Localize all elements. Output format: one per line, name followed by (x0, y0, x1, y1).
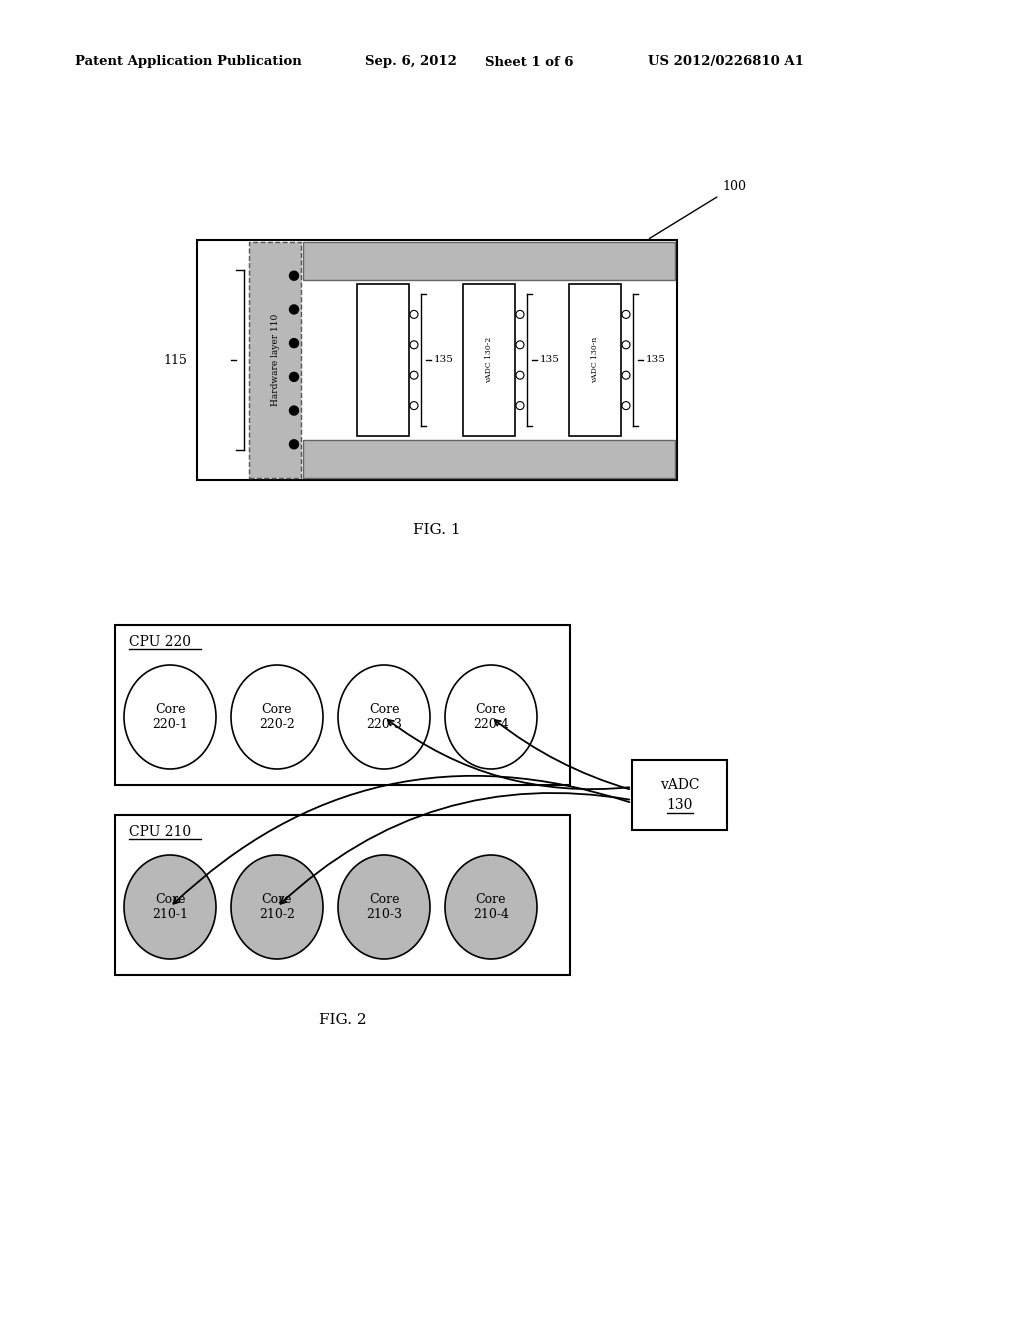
Bar (303, 440, 675, 478)
Circle shape (516, 371, 524, 379)
Text: Core
220-1: Core 220-1 (152, 704, 188, 731)
Text: 135: 135 (434, 355, 454, 364)
Circle shape (622, 341, 630, 348)
Circle shape (410, 371, 418, 379)
Bar (115, 814, 570, 975)
Ellipse shape (231, 665, 323, 770)
Ellipse shape (338, 665, 430, 770)
Text: vADC 130-n: vADC 130-n (591, 337, 599, 383)
Text: CPU 220: CPU 220 (129, 635, 191, 649)
Text: 100: 100 (649, 180, 746, 239)
Text: Hardware layer 110: Hardware layer 110 (270, 314, 280, 407)
Circle shape (410, 310, 418, 318)
Circle shape (622, 371, 630, 379)
Ellipse shape (338, 855, 430, 960)
Text: Core
220-3: Core 220-3 (366, 704, 402, 731)
Circle shape (290, 305, 299, 314)
Text: 135: 135 (540, 355, 560, 364)
Text: 135: 135 (646, 355, 666, 364)
Text: 115: 115 (163, 354, 187, 367)
Bar (249, 242, 301, 478)
Text: FIG. 2: FIG. 2 (318, 1012, 367, 1027)
Text: Sep. 6, 2012: Sep. 6, 2012 (365, 55, 457, 69)
Ellipse shape (124, 665, 216, 770)
Text: vADC 130-2: vADC 130-2 (485, 337, 493, 383)
Bar (632, 760, 727, 830)
Text: vADC: vADC (659, 777, 699, 792)
Circle shape (622, 310, 630, 318)
Text: Core
210-3: Core 210-3 (366, 894, 402, 921)
Bar (303, 242, 675, 280)
Circle shape (290, 372, 299, 381)
Text: 130: 130 (667, 799, 692, 812)
Circle shape (516, 341, 524, 348)
Bar (197, 240, 677, 480)
Ellipse shape (445, 665, 537, 770)
Text: Patent Application Publication: Patent Application Publication (75, 55, 302, 69)
Circle shape (410, 401, 418, 409)
Circle shape (290, 339, 299, 347)
Text: FIG. 1: FIG. 1 (414, 523, 461, 537)
Bar (463, 284, 515, 436)
Text: Core
210-1: Core 210-1 (152, 894, 188, 921)
Ellipse shape (445, 855, 537, 960)
Text: Core
210-2: Core 210-2 (259, 894, 295, 921)
Ellipse shape (231, 855, 323, 960)
Text: Core
220-4: Core 220-4 (473, 704, 509, 731)
Bar (199, 242, 249, 478)
Bar (115, 624, 570, 785)
Bar (569, 284, 621, 436)
Circle shape (622, 401, 630, 409)
Text: Sheet 1 of 6: Sheet 1 of 6 (485, 55, 573, 69)
Ellipse shape (124, 855, 216, 960)
Circle shape (290, 407, 299, 414)
Circle shape (290, 440, 299, 449)
Circle shape (516, 401, 524, 409)
Text: Core
210-4: Core 210-4 (473, 894, 509, 921)
Text: Core
220-2: Core 220-2 (259, 704, 295, 731)
Text: CPU 210: CPU 210 (129, 825, 191, 840)
Bar (357, 284, 409, 436)
Text: US 2012/0226810 A1: US 2012/0226810 A1 (648, 55, 804, 69)
Circle shape (290, 271, 299, 280)
Circle shape (410, 341, 418, 348)
Circle shape (516, 310, 524, 318)
